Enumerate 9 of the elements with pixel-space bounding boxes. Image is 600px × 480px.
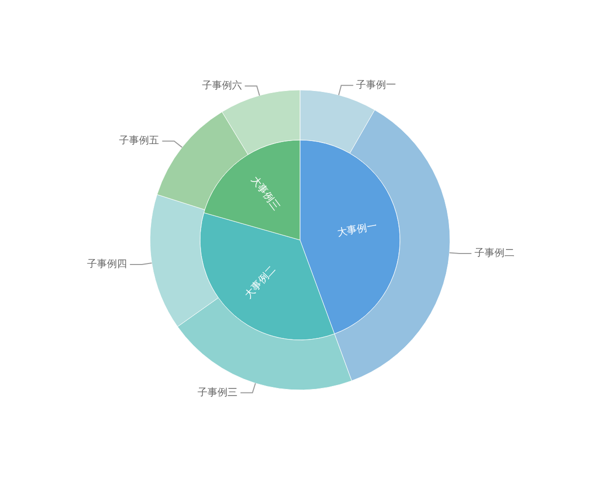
slice-label: 大事例一: [336, 220, 378, 239]
slice-label: 子事例四: [86, 258, 127, 270]
slice-label: 子事例三: [197, 386, 238, 398]
slice-label: 子事例二: [474, 247, 514, 260]
slice-label: 大事例二: [242, 263, 278, 301]
slice-label: 子事例六: [202, 79, 242, 92]
slice-label: 子事例五: [119, 134, 160, 147]
slice-label: 大事例三: [248, 174, 282, 213]
slice-label: 子事例一: [356, 78, 396, 91]
